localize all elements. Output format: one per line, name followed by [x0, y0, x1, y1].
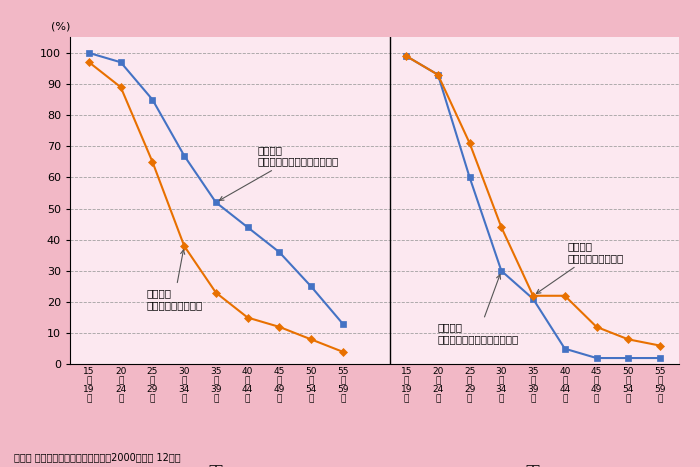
Text: 臨時雇用
（パートタイム雇用に相当）: 臨時雇用 （パートタイム雇用に相当） [438, 275, 519, 344]
Text: 女性: 女性 [526, 464, 540, 467]
Text: 常用雇用
（一般労働に相当）: 常用雇用 （一般労働に相当） [536, 241, 624, 293]
Text: 資料： 総務省統計局「国勢調査」（2000（平成 12）年: 資料： 総務省統計局「国勢調査」（2000（平成 12）年 [14, 453, 181, 462]
Text: (%): (%) [51, 21, 70, 31]
Text: 臨時雇用
（パートタイム雇用に相当）: 臨時雇用 （パートタイム雇用に相当） [219, 145, 338, 200]
Text: 常用雇用
（一般労働に相当）: 常用雇用 （一般労働に相当） [146, 250, 202, 310]
Text: 男性: 男性 [209, 464, 223, 467]
